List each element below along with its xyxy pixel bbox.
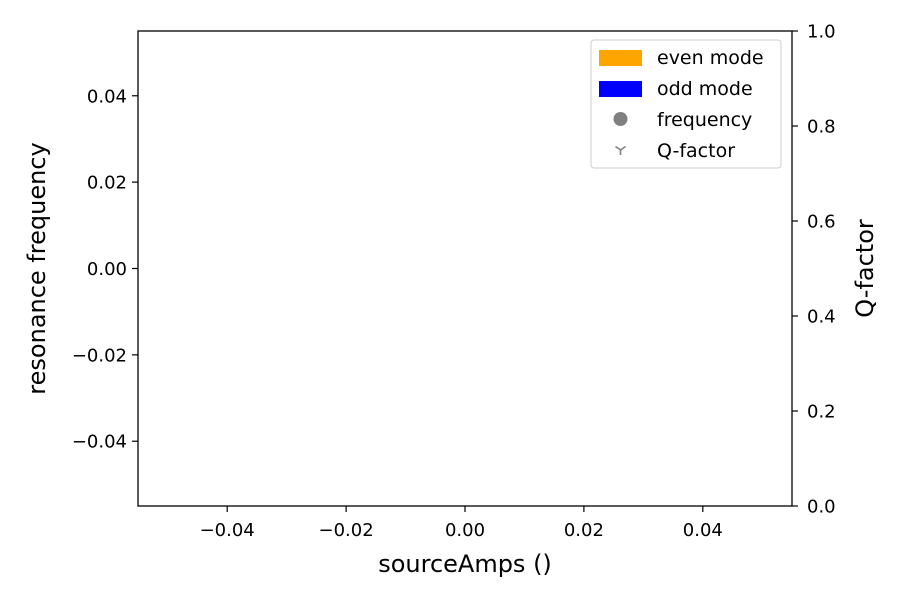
y2-tick-label: 0.0 — [807, 497, 836, 518]
y-tick-label: 0.04 — [87, 86, 127, 107]
legend-odd-mode-label: odd mode — [657, 78, 753, 100]
legend-box — [590, 39, 782, 169]
legend-q-factor-marker — [615, 145, 626, 155]
y-tick-label: −0.04 — [72, 432, 127, 453]
x-tick-label: −0.02 — [319, 520, 374, 541]
legend-frequency-marker — [613, 112, 628, 126]
y2-axis-label: Q-factor — [851, 219, 879, 318]
x-axis-label: sourceAmps () — [378, 550, 552, 578]
x-tick-label: 0.00 — [445, 520, 485, 541]
legend-frequency-label: frequency — [657, 109, 752, 131]
legend-q-factor-label: Q-factor — [657, 140, 735, 162]
x-tick-label: 0.02 — [564, 520, 604, 541]
x-tick-label: −0.04 — [200, 520, 255, 541]
y2-tick-label: 1.0 — [807, 22, 836, 43]
legend: even mode odd mode frequency Q-factor — [590, 39, 782, 169]
x-axis: −0.04 −0.02 0.00 0.02 0.04 — [200, 506, 723, 541]
right-y-axis: 1.0 0.8 0.6 0.4 0.2 0.0 — [792, 22, 836, 518]
legend-even-mode-swatch — [599, 50, 642, 66]
y2-tick-label: 0.4 — [807, 307, 836, 328]
y2-tick-label: 0.2 — [807, 402, 836, 423]
y2-tick-label: 0.8 — [807, 117, 836, 138]
left-y-axis: 0.04 0.02 0.00 −0.02 −0.04 — [72, 86, 138, 453]
y-tick-label: −0.02 — [72, 345, 127, 366]
x-tick-label: 0.04 — [683, 520, 723, 541]
y2-tick-label: 0.6 — [807, 212, 836, 233]
legend-even-mode-label: even mode — [657, 47, 764, 69]
y-tick-label: 0.02 — [87, 173, 127, 194]
y-tick-label: 0.00 — [87, 259, 127, 280]
legend-odd-mode-swatch — [599, 81, 642, 97]
plot-area — [137, 30, 793, 507]
y-axis-label: resonance frequency — [23, 142, 51, 394]
